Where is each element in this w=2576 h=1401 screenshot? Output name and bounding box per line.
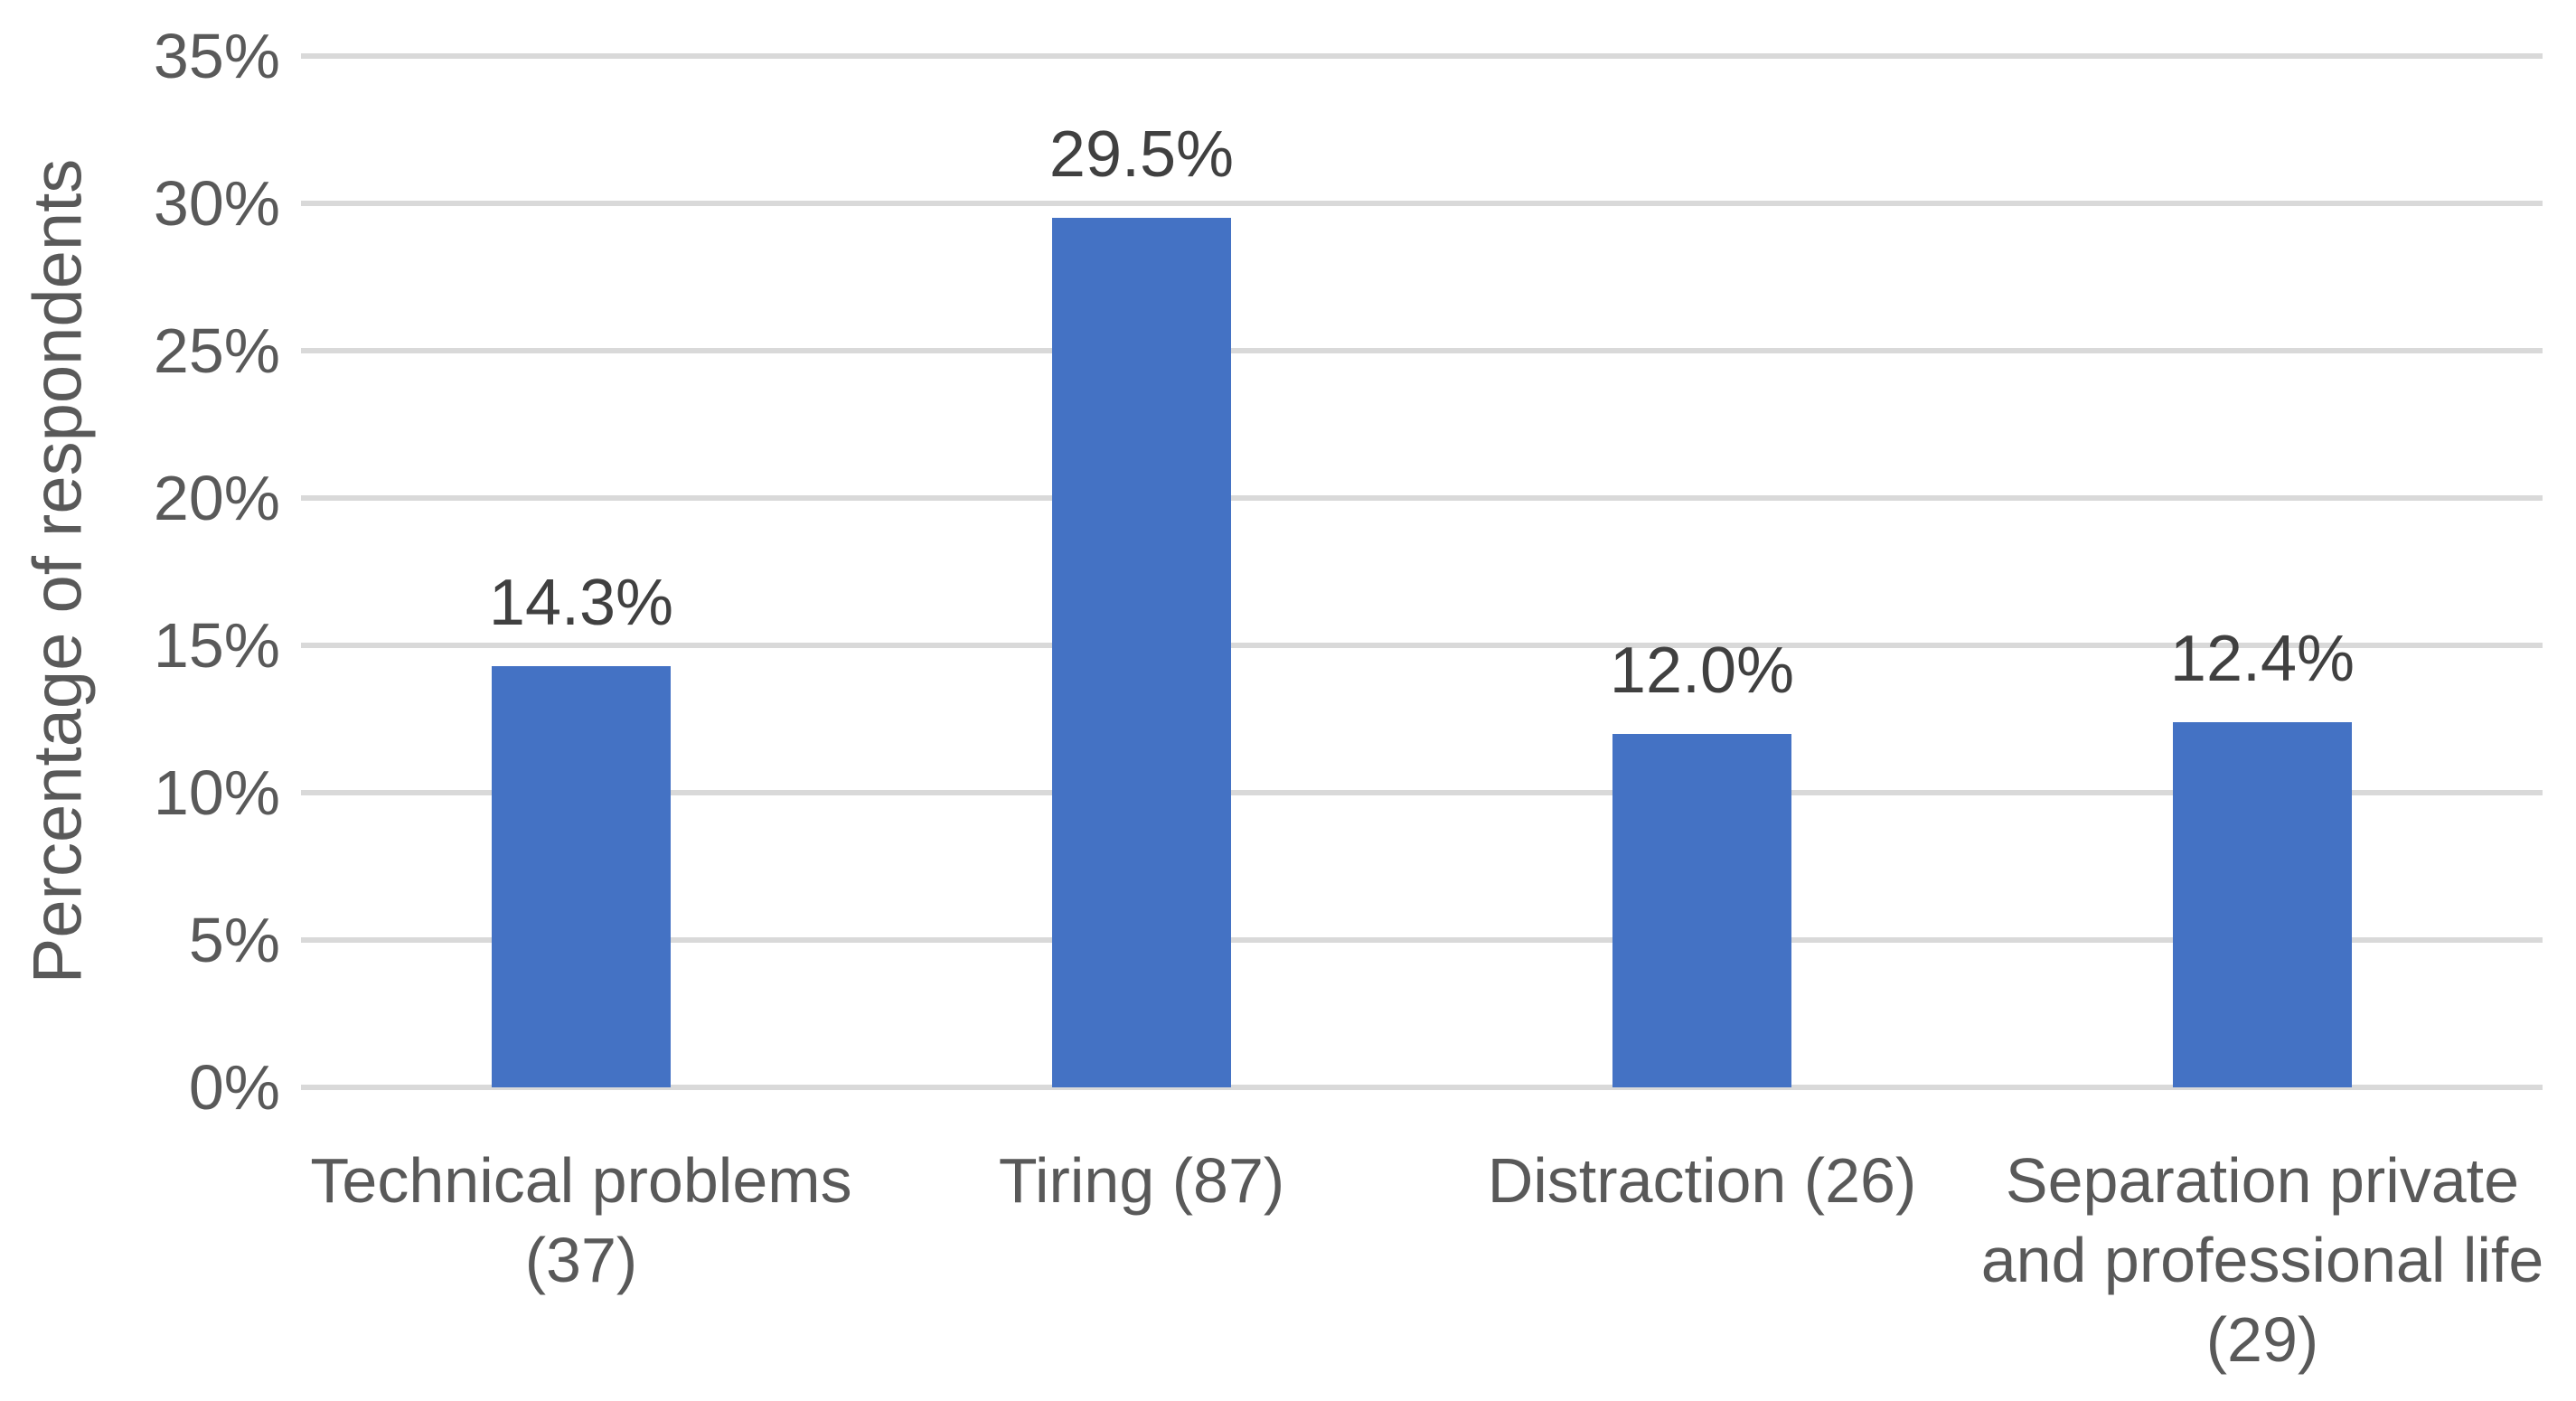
x-category-label-line: and professional life <box>1980 1225 2544 1295</box>
bar-data-label: 29.5% <box>1048 118 1235 192</box>
gridline <box>301 495 2543 501</box>
gridline <box>301 790 2543 795</box>
x-category-label-line: Technical problems <box>310 1145 852 1216</box>
x-category-label: Technical problems (37) <box>274 1141 888 1300</box>
x-category-label: Distraction (26) <box>1395 1141 2009 1220</box>
x-category-label-line: Distraction (26) <box>1487 1145 1917 1216</box>
bar <box>1052 218 1231 1087</box>
gridline <box>301 201 2543 206</box>
y-tick-label: 15% <box>153 610 280 681</box>
gridline <box>301 53 2543 59</box>
y-tick-label: 25% <box>153 315 280 386</box>
y-tick-label: 30% <box>153 168 280 239</box>
y-tick-label: 0% <box>188 1052 280 1123</box>
x-category-label: Separation private and professional life (… <box>1955 1141 2570 1379</box>
x-category-label-line: (37) <box>524 1225 638 1295</box>
bar-data-label: 12.4% <box>2169 622 2355 695</box>
y-tick-label: 5% <box>188 905 280 975</box>
bar-data-label: 12.0% <box>1609 634 1795 707</box>
y-axis-title: Percentage of respondents <box>19 158 97 984</box>
y-tick-label: 20% <box>153 463 280 533</box>
bar-data-label: 14.3% <box>488 566 674 639</box>
x-category-label-line: Separation private <box>2005 1145 2520 1216</box>
gridline <box>301 1085 2543 1090</box>
gridline <box>301 937 2543 943</box>
bar <box>1612 733 1791 1087</box>
gridline <box>301 348 2543 353</box>
x-category-label-line: Tiring (87) <box>998 1145 1285 1216</box>
bar <box>492 665 671 1087</box>
x-category-label-line: (29) <box>2205 1304 2319 1375</box>
x-category-label: Tiring (87) <box>834 1141 1449 1220</box>
bar <box>2173 721 2352 1087</box>
gridline <box>301 643 2543 648</box>
y-tick-label: 35% <box>153 21 280 91</box>
y-tick-label: 10% <box>153 757 280 828</box>
